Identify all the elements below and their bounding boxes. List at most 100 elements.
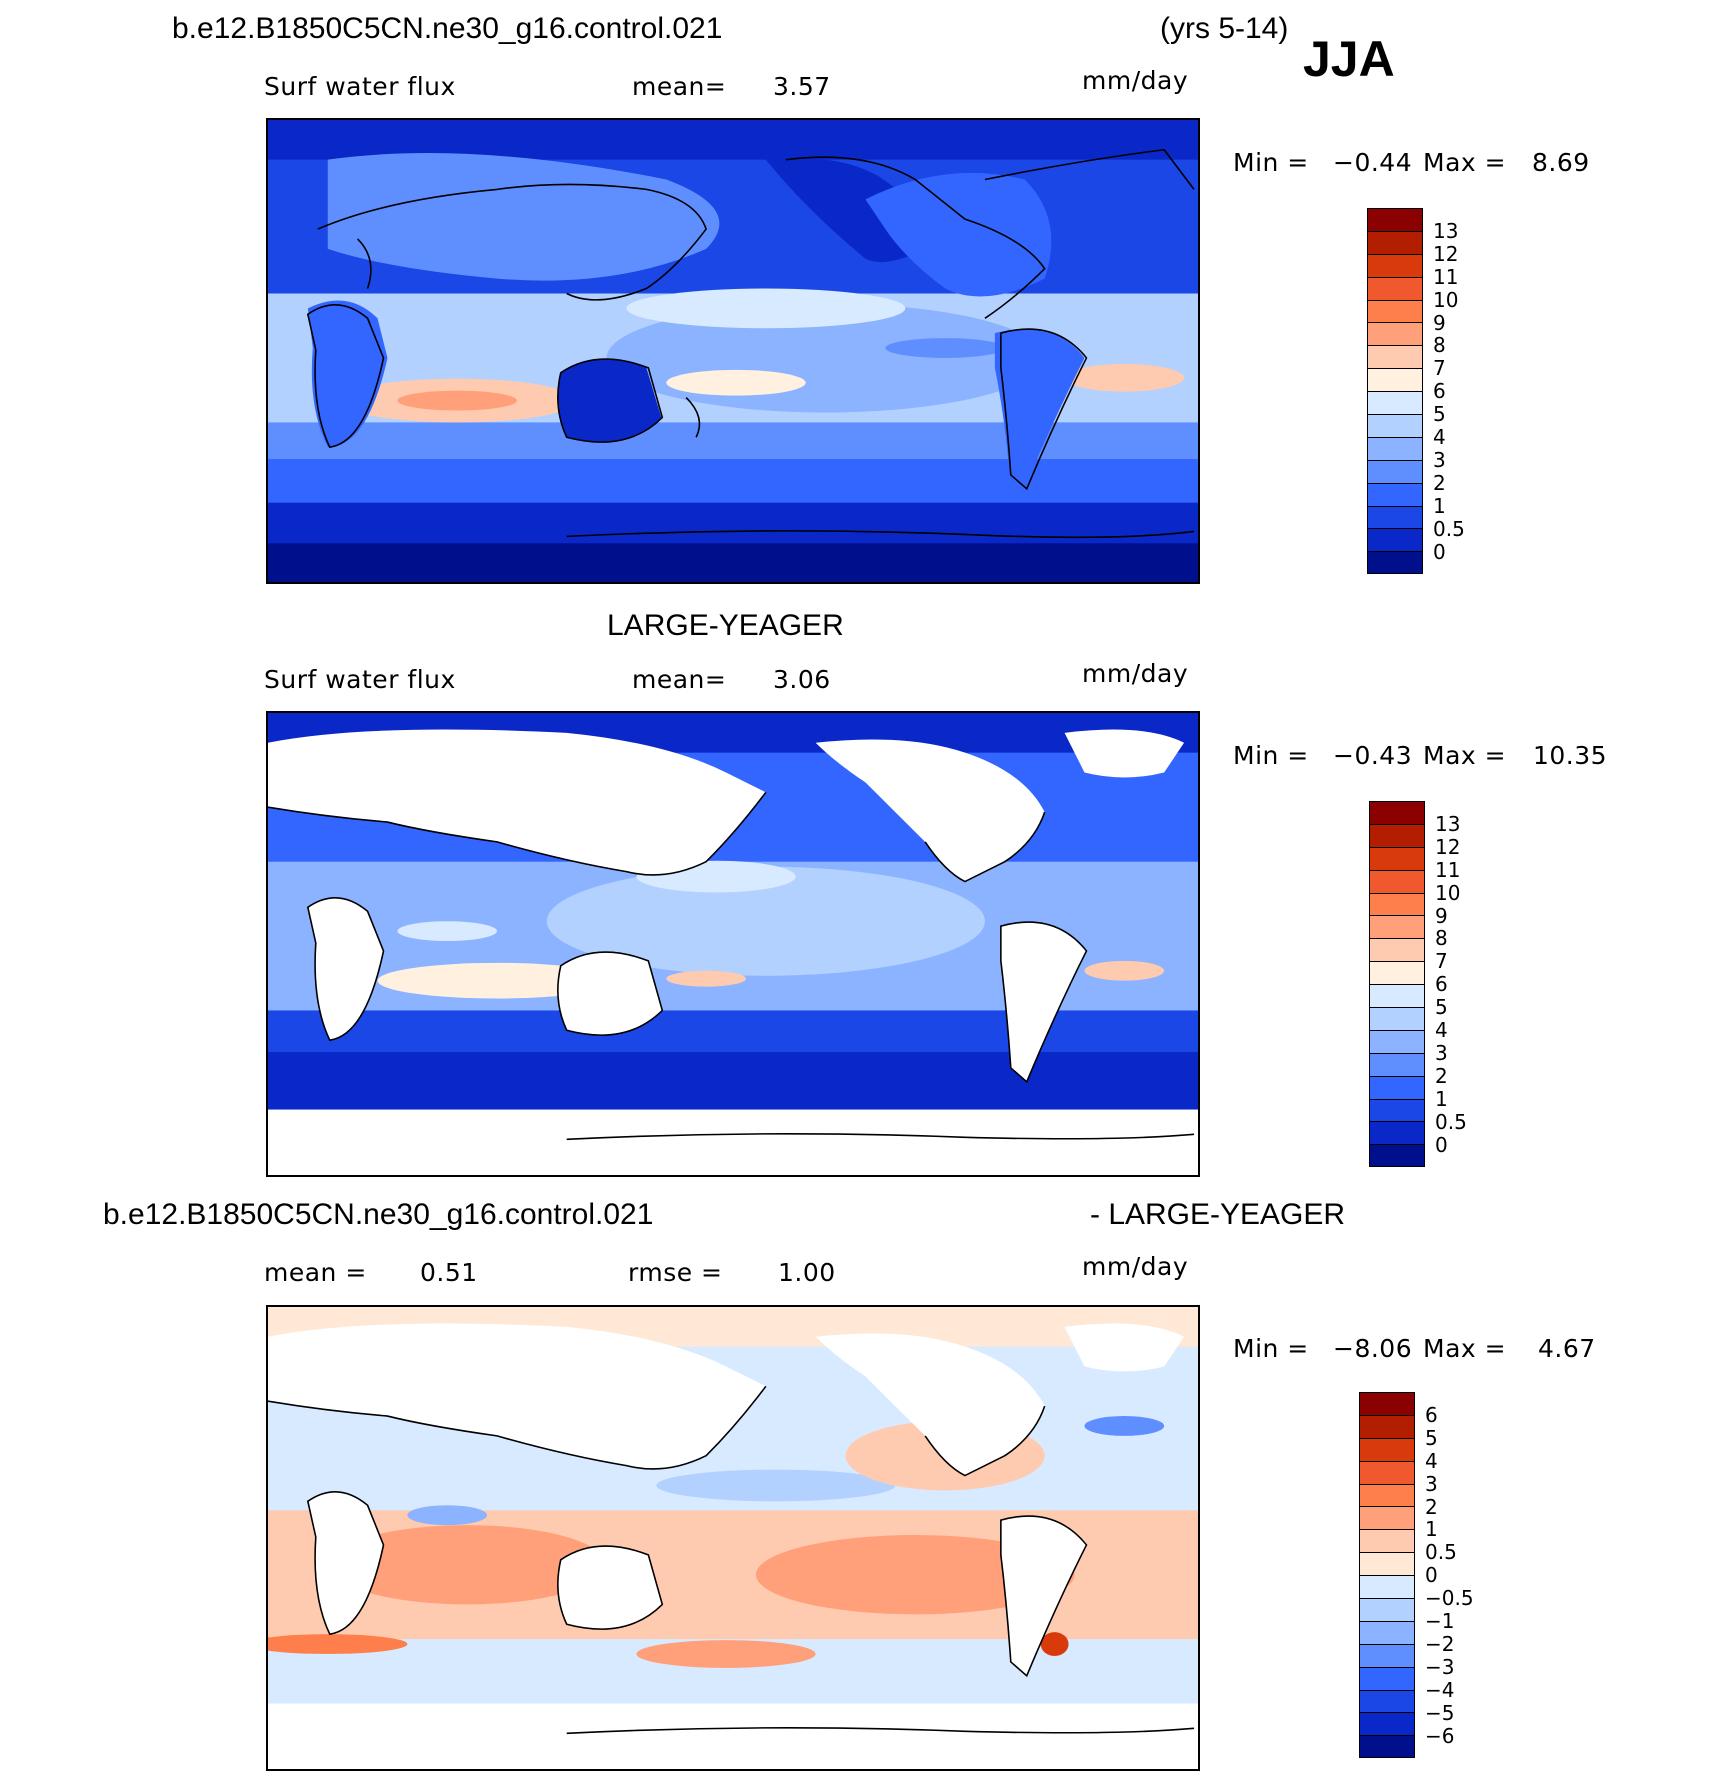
- case-name-title: b.e12.B1850C5CN.ne30_g16.control.021: [172, 12, 723, 45]
- panel3-max-label: Max =: [1423, 1334, 1507, 1363]
- colorbar-segment: [1369, 892, 1425, 916]
- colorbar-tick-label: 8: [1433, 333, 1446, 358]
- panel1-max-label: Max =: [1423, 148, 1507, 177]
- colorbar-tick-label: −0.5: [1425, 1586, 1474, 1611]
- season-label: JJA: [1303, 31, 1395, 87]
- colorbar-segment: [1367, 299, 1423, 323]
- colorbar-segment: [1369, 869, 1425, 893]
- colorbar-segment: [1359, 1552, 1415, 1576]
- years-label: (yrs 5-14): [1160, 12, 1289, 45]
- colorbar-segment: [1359, 1460, 1415, 1484]
- colorbar-segment: [1367, 505, 1423, 529]
- panel3-mean-value: 0.51: [420, 1258, 478, 1287]
- panel2-units: mm/day: [1082, 659, 1189, 688]
- colorbar-tick-label: 5: [1433, 402, 1446, 427]
- panel3-map-svg: [268, 1307, 1198, 1769]
- colorbar-tick-label: 8: [1435, 926, 1448, 951]
- colorbar-segment: [1359, 1437, 1415, 1461]
- colorbar-segment: [1359, 1643, 1415, 1667]
- colorbar-tick-label: 3: [1425, 1471, 1438, 1496]
- colorbar-segment: [1367, 230, 1423, 254]
- panel3-mean-label: mean =: [264, 1258, 367, 1287]
- colorbar-tick-label: 1: [1433, 493, 1446, 518]
- colorbar-segment: [1359, 1414, 1415, 1438]
- colorbar-segment: [1367, 459, 1423, 483]
- colorbar-tick-label: −2: [1425, 1631, 1455, 1656]
- colorbar-tick-label: 10: [1435, 880, 1461, 905]
- colorbar-segment: [1367, 322, 1423, 346]
- colorbar-tick-label: 0.5: [1425, 1540, 1457, 1565]
- colorbar-tick-label: 2: [1435, 1063, 1448, 1088]
- colorbar-tick-label: −1: [1425, 1609, 1455, 1633]
- colorbar-tick-label: 4: [1435, 1018, 1448, 1042]
- panel3-map: [266, 1305, 1200, 1771]
- panel1-colorbar: [1367, 208, 1423, 575]
- colorbar-tick-label: −4: [1425, 1677, 1455, 1702]
- panel2-colorbar: [1369, 801, 1425, 1168]
- colorbar-tick-label: 7: [1433, 356, 1446, 381]
- colorbar-segment: [1359, 1689, 1415, 1713]
- colorbar-tick-label: 3: [1433, 447, 1446, 472]
- panel3-title-left: b.e12.B1850C5CN.ne30_g16.control.021: [103, 1198, 654, 1231]
- colorbar-tick-label: 0.5: [1435, 1109, 1467, 1134]
- colorbar-tick-label: −6: [1425, 1723, 1455, 1748]
- colorbar-tick-label: 13: [1435, 811, 1461, 836]
- panel3-units: mm/day: [1082, 1252, 1189, 1281]
- colorbar-segment: [1369, 1144, 1425, 1168]
- colorbar-tick-label: 11: [1435, 857, 1461, 882]
- colorbar-tick-label: −3: [1425, 1654, 1455, 1679]
- colorbar-tick-label: 6: [1433, 379, 1446, 404]
- colorbar-segment: [1369, 961, 1425, 985]
- colorbar-tick-label: 4: [1425, 1448, 1438, 1473]
- colorbar-segment: [1369, 1029, 1425, 1053]
- colorbar-tick-label: 3: [1435, 1040, 1448, 1065]
- panel1-units: mm/day: [1082, 66, 1189, 95]
- colorbar-tick-label: 5: [1435, 995, 1448, 1020]
- colorbar-tick-label: 6: [1435, 972, 1448, 997]
- panel3-min-value: −8.06: [1333, 1334, 1413, 1363]
- colorbar-segment: [1359, 1712, 1415, 1736]
- panel1-min-value: −0.44: [1333, 148, 1413, 177]
- colorbar-segment: [1359, 1392, 1415, 1415]
- colorbar-tick-label: −5: [1425, 1700, 1455, 1725]
- panel2-max-value: 10.35: [1533, 741, 1608, 770]
- colorbar-segment: [1359, 1529, 1415, 1553]
- panel3-min-label: Min =: [1233, 1334, 1309, 1363]
- colorbar-segment: [1359, 1735, 1415, 1759]
- colorbar-segment: [1367, 391, 1423, 415]
- colorbar-segment: [1369, 846, 1425, 870]
- panel3-colorbar: [1359, 1392, 1415, 1759]
- colorbar-segment: [1367, 436, 1423, 460]
- colorbar-tick-label: 0: [1425, 1563, 1438, 1588]
- colorbar-segment: [1369, 1121, 1425, 1145]
- panel2-min-value: −0.43: [1333, 741, 1413, 770]
- colorbar-tick-label: 12: [1433, 241, 1459, 266]
- panel3-rmse-label: rmse =: [628, 1258, 723, 1287]
- colorbar-segment: [1359, 1506, 1415, 1530]
- colorbar-segment: [1369, 915, 1425, 939]
- panel2-max-label: Max =: [1423, 741, 1507, 770]
- colorbar-segment: [1369, 938, 1425, 962]
- panel2-map-svg: [268, 713, 1198, 1175]
- panel3-title-right: - LARGE-YEAGER: [1090, 1198, 1346, 1231]
- colorbar-tick-label: 12: [1435, 834, 1461, 859]
- colorbar-segment: [1369, 1007, 1425, 1030]
- panel2-mean-label: mean=: [632, 665, 727, 694]
- colorbar-tick-label: 0: [1433, 539, 1446, 564]
- panel1-map: [266, 118, 1200, 584]
- colorbar-segment: [1369, 1098, 1425, 1122]
- colorbar-segment: [1367, 482, 1423, 506]
- panel3-rmse-value: 1.00: [778, 1258, 836, 1287]
- colorbar-segment: [1367, 528, 1423, 552]
- colorbar-segment: [1367, 345, 1423, 369]
- colorbar-tick-label: 0: [1435, 1132, 1448, 1157]
- colorbar-segment: [1369, 1075, 1425, 1099]
- colorbar-tick-label: 0.5: [1433, 516, 1465, 541]
- panel2-title: LARGE-YEAGER: [607, 609, 844, 642]
- colorbar-tick-label: 1: [1425, 1517, 1438, 1542]
- colorbar-tick-label: 10: [1433, 287, 1459, 312]
- colorbar-tick-label: 4: [1433, 425, 1446, 449]
- colorbar-tick-label: 9: [1433, 310, 1446, 335]
- panel1-variable: Surf water flux: [264, 72, 456, 101]
- colorbar-tick-label: 6: [1425, 1402, 1438, 1427]
